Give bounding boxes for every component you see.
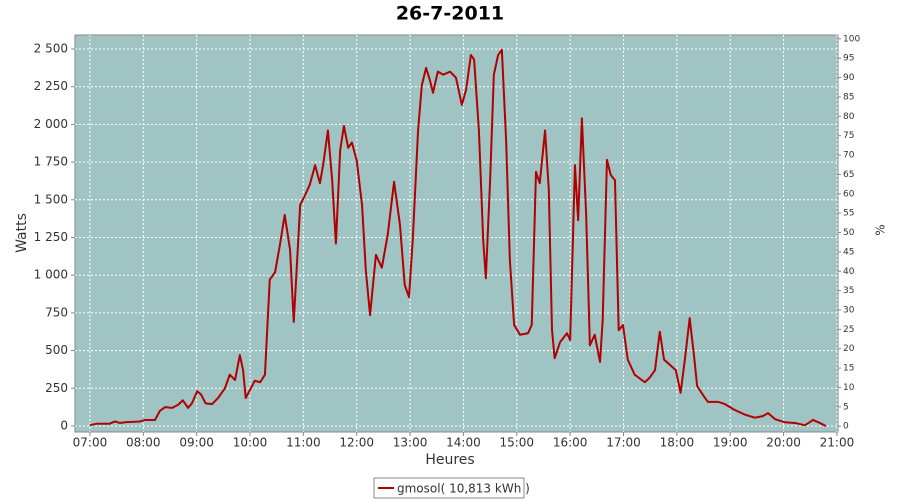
x-tick-label: 19:00 (713, 436, 748, 450)
y-tick-label: 500 (45, 343, 68, 357)
y2-tick-label: 60 (843, 189, 855, 199)
y2-tick-label: 50 (843, 228, 855, 238)
y-tick-label: 2 500 (34, 42, 68, 56)
y2-tick-label: 45 (843, 247, 854, 257)
y-tick-label: 0 (60, 418, 68, 432)
plot-area (74, 34, 839, 433)
y2-tick-label: 20 (843, 344, 855, 354)
data-line (89, 48, 827, 427)
x-tick-label: 21:00 (820, 436, 855, 450)
y2-tick-label: 40 (843, 267, 855, 277)
y-tick-label: 1 750 (34, 155, 68, 169)
chart-title: 26-7-2011 (396, 3, 504, 25)
x-tick-label: 07:00 (73, 436, 108, 450)
x-tick-label: 17:00 (606, 436, 641, 450)
y-tick-label: 250 (45, 381, 68, 395)
y2-tick-label: 5 (843, 402, 849, 412)
x-tick-label: 16:00 (553, 436, 588, 450)
y2-tick-label: 25 (843, 325, 854, 335)
y2-tick-label: 80 (843, 112, 855, 122)
y-axis-title: Watts (14, 213, 30, 253)
y-tick-label: 1 000 (34, 268, 68, 282)
y2-tick-label: 65 (843, 170, 854, 180)
x-tick-label: 15:00 (499, 436, 534, 450)
x-tick-label: 10:00 (233, 436, 268, 450)
legend-label: gmosol( 10,813 kWh ) (397, 482, 530, 496)
x-tick-label: 18:00 (660, 436, 695, 450)
x-tick-label: 14:00 (446, 436, 481, 450)
y2-tick-label: 85 (843, 92, 854, 102)
y2-tick-label: 15 (843, 364, 854, 374)
x-tick-label: 08:00 (126, 436, 161, 450)
y2-tick-label: 30 (843, 305, 855, 315)
x-tick-label: 11:00 (286, 436, 321, 450)
y2-tick-label: 90 (843, 73, 855, 83)
legend-box (373, 477, 525, 499)
y2-tick-label: 10 (843, 383, 855, 393)
x-tick-label: 20:00 (766, 436, 801, 450)
x-tick-label: 13:00 (393, 436, 428, 450)
x-axis-title: Heures (425, 452, 474, 468)
y-tick-label: 1 250 (34, 230, 68, 244)
x-tick-label: 09:00 (179, 436, 214, 450)
y2-tick-label: 75 (843, 131, 854, 141)
y2-tick-label: 55 (843, 209, 854, 219)
y2-tick-label: 100 (843, 34, 860, 44)
x-tick-label: 12:00 (339, 436, 374, 450)
y2-tick-label: 70 (843, 151, 855, 161)
y-tick-label: 750 (45, 305, 68, 319)
y2-tick-label: 0 (843, 422, 849, 432)
y-tick-label: 1 500 (34, 192, 68, 206)
y2-tick-label: 95 (843, 54, 854, 64)
y-tick-label: 2 250 (34, 79, 68, 93)
y-tick-label: 2 000 (34, 117, 68, 131)
y2-axis-title: % (874, 224, 888, 235)
y2-tick-label: 35 (843, 286, 854, 296)
